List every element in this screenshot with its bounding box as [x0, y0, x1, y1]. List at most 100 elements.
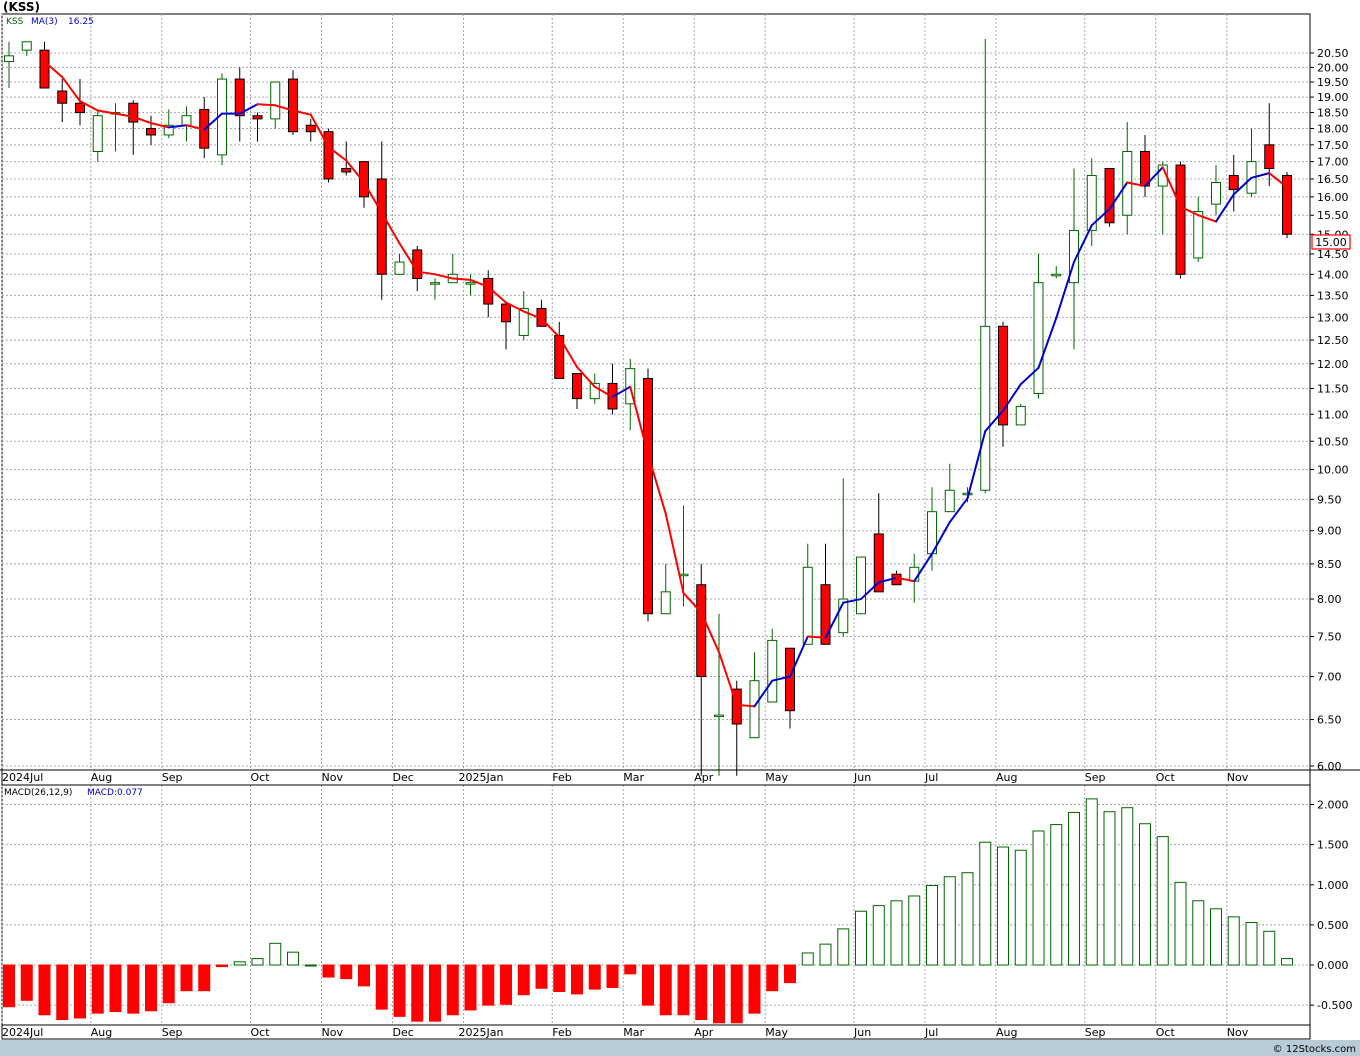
x-label: Jun — [853, 1026, 871, 1039]
macd-bar — [1228, 917, 1239, 965]
candle-body — [502, 304, 511, 322]
x-label: Aug — [91, 771, 112, 784]
macd-bar — [75, 965, 86, 1018]
candle-body — [1265, 145, 1274, 169]
macd-bar — [359, 965, 370, 986]
candle-body — [945, 490, 954, 511]
macd-bar — [873, 906, 884, 965]
macd-bar — [288, 952, 299, 965]
macd-tick-label: 1.000 — [1317, 879, 1349, 892]
macd-bar — [785, 965, 796, 983]
macd-bar — [1175, 882, 1186, 965]
candle-body — [573, 374, 582, 399]
candle-body — [289, 79, 298, 132]
macd-bar — [802, 953, 813, 965]
candle-body — [644, 378, 653, 613]
macd-bar — [199, 965, 210, 991]
x-label: Nov — [1227, 771, 1249, 784]
macd-bar — [589, 965, 600, 989]
x-label: Nov — [1227, 1026, 1249, 1039]
macd-bar — [305, 965, 316, 966]
last-price-box: 15.00 — [1312, 235, 1350, 249]
macd-bar — [39, 965, 50, 1015]
price-tick-label: 13.50 — [1317, 289, 1349, 302]
price-tick-label: 8.50 — [1317, 558, 1342, 571]
macd-bar — [554, 965, 565, 991]
price-tick-label: 16.00 — [1317, 191, 1349, 204]
price-tick-label: 17.50 — [1317, 139, 1349, 152]
x-label: 2025Jan — [459, 1026, 504, 1039]
last-price-label: 15.00 — [1315, 236, 1347, 249]
macd-bar — [536, 965, 547, 988]
price-tick-label: 7.00 — [1317, 671, 1342, 684]
candle-body — [58, 91, 67, 103]
macd-bar — [838, 929, 849, 965]
candle-body — [147, 128, 156, 134]
chart-title: (KSS) — [3, 0, 40, 14]
macd-bar — [1069, 813, 1080, 965]
macd-bar — [181, 965, 192, 991]
macd-bar — [1157, 837, 1168, 965]
macd-value-label: MACD:0.077 — [87, 788, 143, 798]
macd-bar — [1264, 931, 1275, 965]
ma-segment — [258, 104, 276, 105]
candle-body — [857, 557, 866, 614]
macd-bar — [376, 965, 387, 1009]
price-tick-label: 14.50 — [1317, 248, 1349, 261]
price-tick-label: 15.50 — [1317, 209, 1349, 222]
macd-bar — [714, 965, 725, 1023]
x-axis-band — [2, 770, 1310, 785]
macd-bar — [1033, 831, 1044, 965]
macd-bar — [447, 965, 458, 1015]
x-label: Nov — [322, 1026, 344, 1039]
candle-body — [306, 125, 315, 131]
macd-bar — [820, 944, 831, 965]
candle-body — [1105, 169, 1114, 223]
candle-body — [803, 567, 812, 644]
legend-symbol: KSS — [6, 17, 24, 27]
macd-bar — [678, 965, 689, 1015]
macd-bar — [607, 965, 618, 987]
macd-bar — [1211, 909, 1222, 965]
macd-tick-label: 0.500 — [1317, 919, 1349, 932]
candle-body — [40, 50, 49, 88]
candle-body — [1141, 151, 1150, 186]
watermark: © 12Stocks.com — [1273, 1044, 1356, 1055]
price-tick-label: 6.00 — [1317, 760, 1342, 773]
candle-body — [1229, 175, 1238, 189]
x-label: Aug — [91, 1026, 112, 1039]
x-label: Mar — [623, 771, 644, 784]
candle-body — [253, 116, 262, 119]
x-label: Nov — [322, 771, 344, 784]
macd-bar — [909, 896, 920, 965]
price-tick-label: 9.50 — [1317, 493, 1342, 506]
x-label: Dec — [393, 771, 414, 784]
macd-bar — [252, 959, 263, 965]
macd-bar — [696, 965, 707, 1020]
candle-body — [910, 567, 919, 581]
macd-bar — [234, 962, 245, 965]
x-label: Sep — [1085, 771, 1106, 784]
ma-segment — [808, 637, 826, 638]
x-label: Aug — [996, 1026, 1017, 1039]
candle-body — [271, 82, 280, 119]
macd-bar — [980, 842, 991, 965]
macd-bar — [767, 965, 778, 991]
macd-bar — [110, 965, 121, 1012]
candle-body — [431, 283, 440, 285]
macd-bar — [412, 965, 423, 1021]
x-label: May — [765, 771, 788, 784]
macd-bar — [430, 965, 441, 1021]
x-label: 2024Jul — [2, 1026, 43, 1039]
candle-body — [697, 585, 706, 677]
x-label: Aug — [996, 771, 1017, 784]
price-tick-label: 10.00 — [1317, 464, 1349, 477]
macd-bar — [1246, 922, 1257, 965]
candle-body — [661, 592, 670, 614]
macd-bar — [1122, 808, 1133, 965]
candle-body — [750, 681, 759, 738]
price-tick-label: 16.50 — [1317, 173, 1349, 186]
candle-body — [342, 169, 351, 172]
candle-body — [981, 326, 990, 490]
